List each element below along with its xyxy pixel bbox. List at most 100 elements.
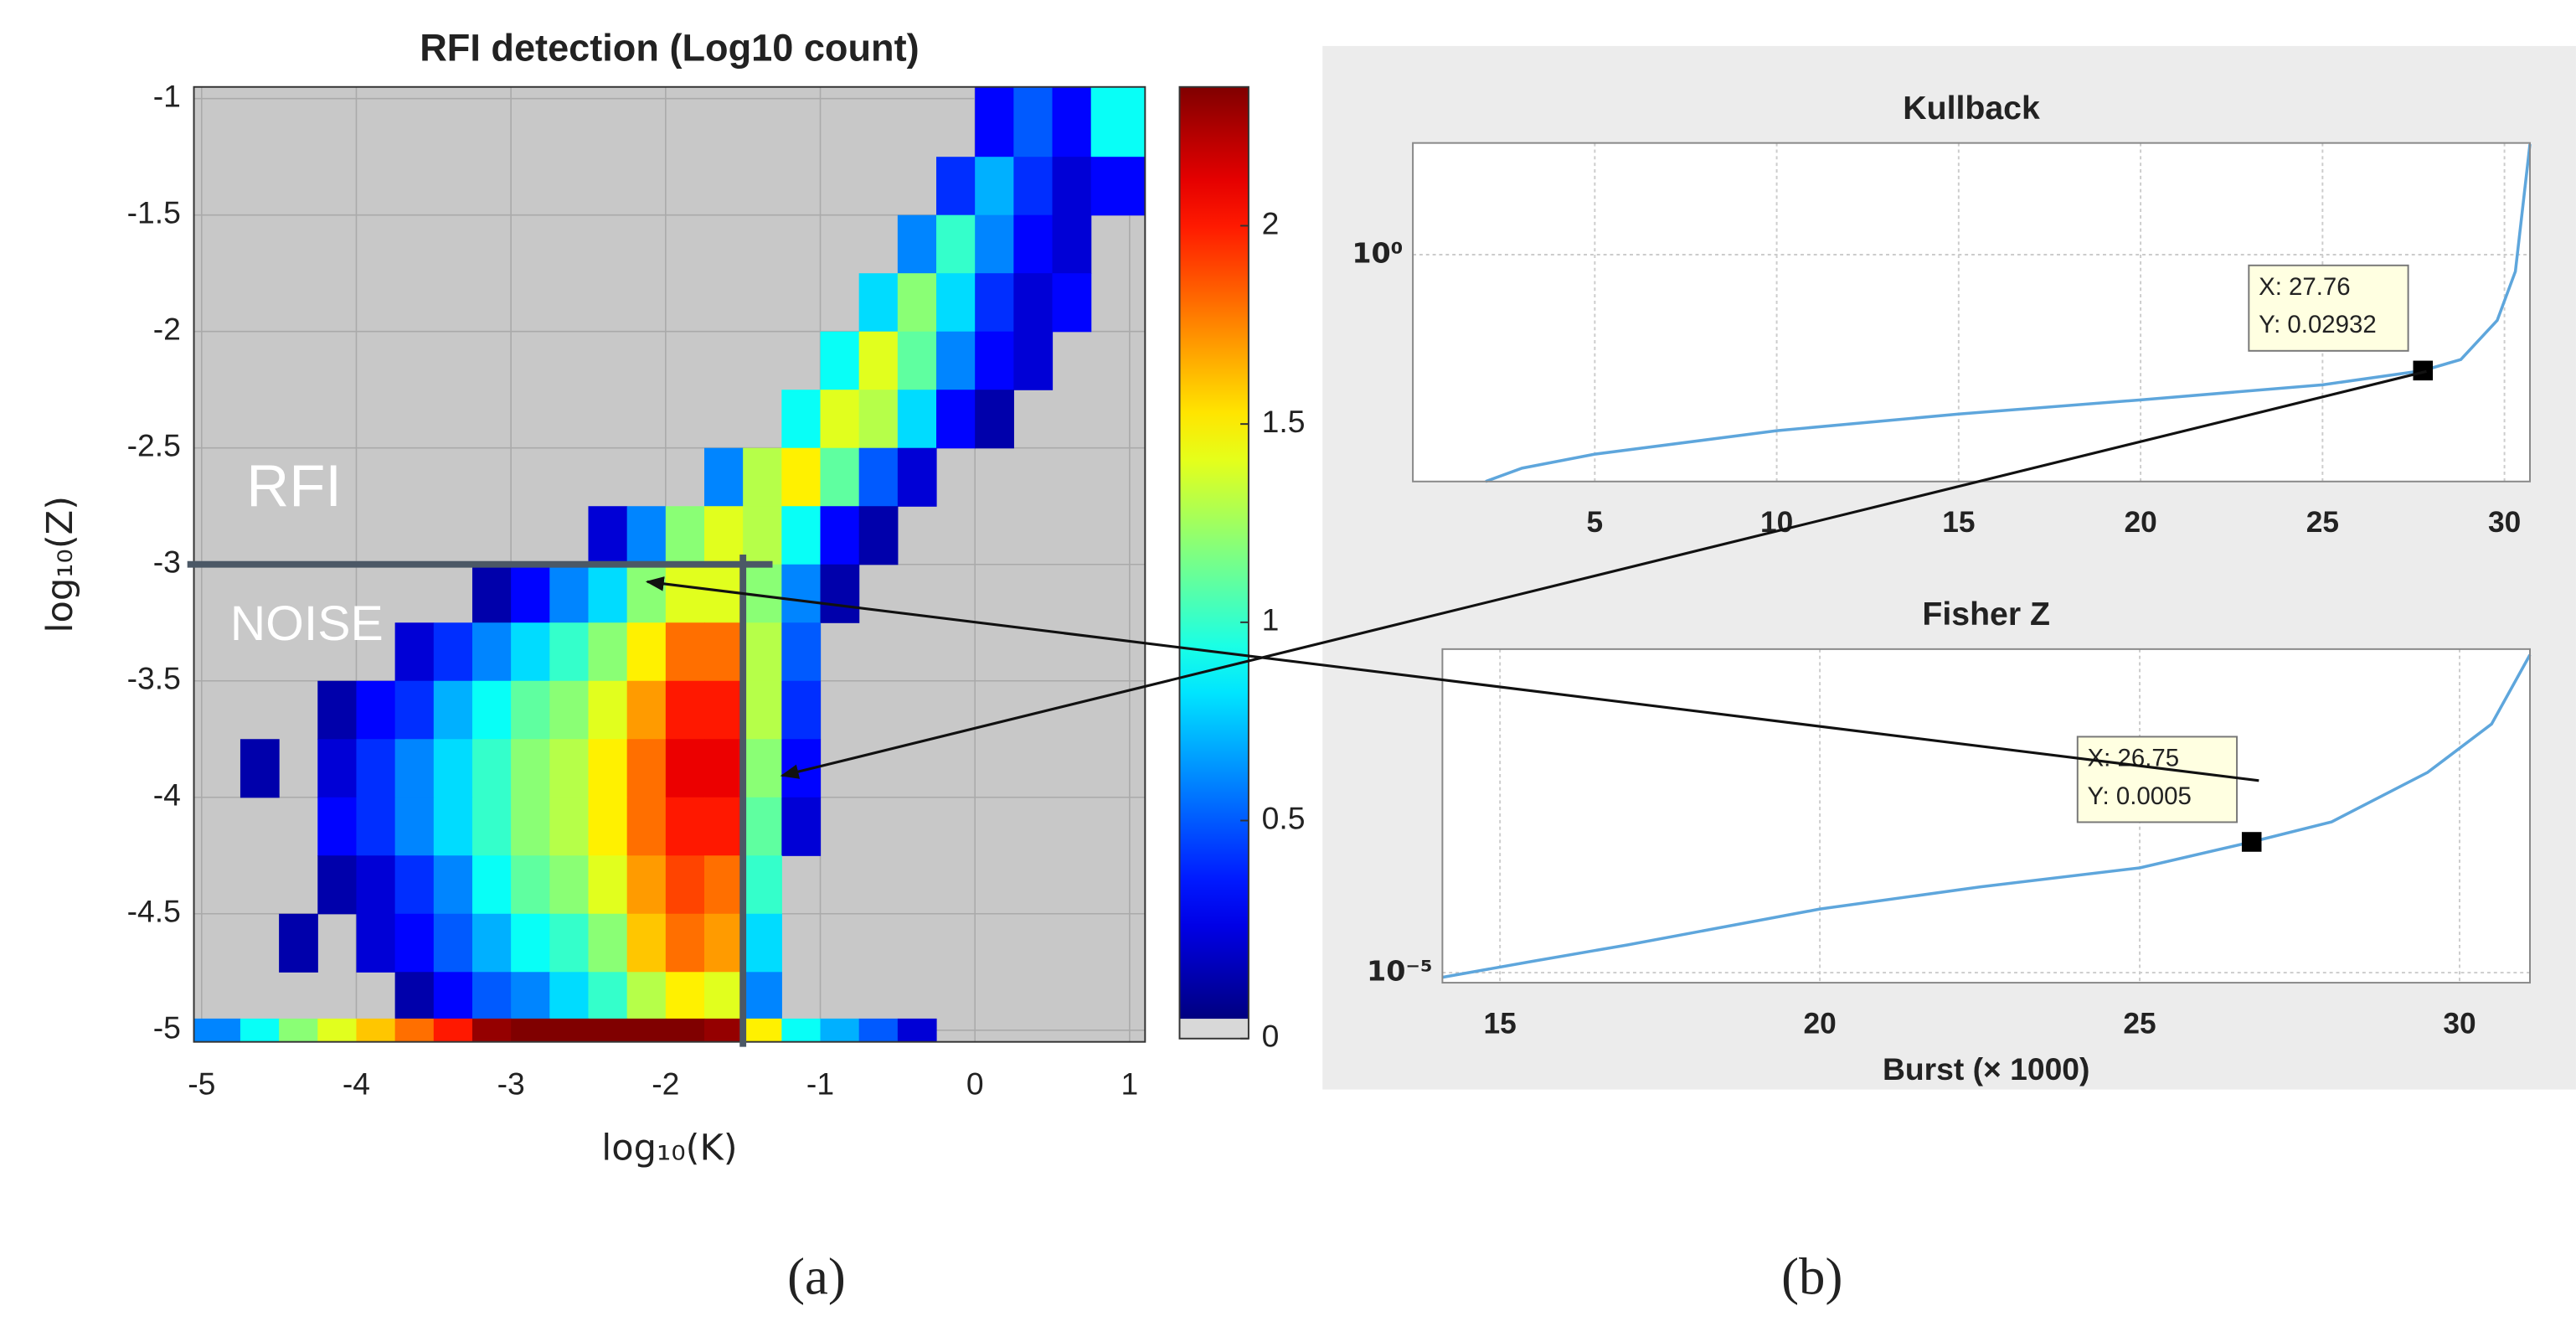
heatmap-cell xyxy=(511,564,550,623)
y-tick-label: -4.5 xyxy=(127,894,181,929)
heatmap-cell xyxy=(703,1018,744,1043)
heatmap-cell xyxy=(897,331,937,390)
heatmap-cell xyxy=(471,797,512,856)
heatmap-cell xyxy=(511,680,550,740)
colorbar xyxy=(1179,86,1249,1020)
heatmap-cell xyxy=(317,1018,358,1043)
heatmap-cell xyxy=(1013,157,1054,216)
heatmap-cell xyxy=(471,1018,512,1043)
data-tip-box xyxy=(2076,736,2239,823)
heatmap-cell xyxy=(703,797,744,856)
heatmap-cell xyxy=(626,1018,667,1043)
heatmap-cell xyxy=(665,972,705,1020)
x-tick-label: 15 xyxy=(1484,1007,1517,1040)
heatmap-cell xyxy=(549,622,590,682)
colorbar-tick-label: 1.5 xyxy=(1262,404,1306,439)
heatmap-cell xyxy=(858,1018,899,1043)
heatmap-cell xyxy=(665,913,705,973)
heatmap-cell xyxy=(356,797,396,856)
data-tip-label: Y: 0.0005 xyxy=(2088,782,2192,810)
line-series xyxy=(1442,653,2532,979)
heatmap-cell xyxy=(471,855,512,915)
colorbar-null xyxy=(1179,1019,1249,1039)
heatmap-cell xyxy=(781,390,822,449)
heatmap-cell xyxy=(936,331,976,390)
heatmap-cell xyxy=(588,913,628,973)
heatmap-cell xyxy=(665,797,705,856)
heatmap-cell xyxy=(549,972,590,1020)
heatmap-cell xyxy=(743,506,782,565)
heatmap-cell xyxy=(588,506,628,565)
data-tip-marker xyxy=(2413,360,2434,381)
heatmap-cell xyxy=(743,855,782,915)
heatmap-cell xyxy=(781,564,822,623)
heatmap-cell xyxy=(1013,86,1054,157)
heatmap-cell xyxy=(394,680,435,740)
heatmap-cell xyxy=(394,972,435,1020)
heatmap-cell xyxy=(356,855,396,915)
data-tip-label: X: 27.76 xyxy=(2259,273,2351,301)
x-tick-label: -1 xyxy=(806,1066,834,1101)
heatmap-cell xyxy=(394,855,435,915)
heatmap-cell xyxy=(975,157,1014,216)
heatmap-cell xyxy=(588,972,628,1020)
heatmap-cell xyxy=(743,680,782,740)
heatmap-cell xyxy=(394,1018,435,1043)
heatmap-cell xyxy=(433,1018,473,1043)
heatmap-cell xyxy=(858,506,899,565)
x-tick-label: 15 xyxy=(1942,506,1975,539)
line-series xyxy=(1485,143,2532,483)
x-tick-label: -2 xyxy=(652,1066,679,1101)
heatmap-cell xyxy=(317,680,358,740)
heatmap-cell xyxy=(471,739,512,798)
x-tick-label: -4 xyxy=(343,1066,370,1101)
y-tick-label: -5 xyxy=(153,1010,181,1045)
heatmap-cell xyxy=(626,855,667,915)
heatmap-cell xyxy=(317,797,358,856)
heatmap-cell xyxy=(936,273,976,333)
heatmap-cell xyxy=(665,855,705,915)
heatmap-cell xyxy=(858,273,899,333)
heatmap-cell xyxy=(743,447,782,507)
y-tick-label: 10⁰ xyxy=(1352,236,1403,269)
heatmap-cell xyxy=(1052,214,1092,274)
heatmap-cell xyxy=(433,622,473,682)
heatmap-cell xyxy=(626,972,667,1020)
y-tick-label: -1.5 xyxy=(127,195,181,230)
heatmap-cell xyxy=(897,214,937,274)
heatmap-cell xyxy=(511,622,550,682)
heatmap-cell xyxy=(433,913,473,973)
heatmap-cell xyxy=(626,739,667,798)
heatmap-cell xyxy=(626,506,667,565)
x-tick-label: 20 xyxy=(1803,1007,1836,1040)
heatmap-cell xyxy=(743,972,782,1020)
heatmap-cell xyxy=(356,680,396,740)
heatmap-cell xyxy=(588,564,628,623)
heatmap-cell xyxy=(511,1018,550,1043)
heatmap-cell xyxy=(897,1018,937,1043)
heatmap-cell xyxy=(511,739,550,798)
plot-background xyxy=(1442,648,2531,983)
heatmap-cell xyxy=(936,214,976,274)
heatmap-cell xyxy=(858,390,899,449)
heatmap-cell xyxy=(743,739,782,798)
x-tick-label: 5 xyxy=(1587,506,1604,539)
heatmap-cell xyxy=(588,1018,628,1043)
data-tip-label: Y: 0.02932 xyxy=(2259,311,2377,338)
arrows xyxy=(645,369,2427,782)
data-tip-box xyxy=(2248,264,2409,352)
heatmap-cell xyxy=(240,1018,280,1043)
x-axis-label: Burst (× 1000) xyxy=(1883,1051,2090,1087)
heatmap-cell xyxy=(975,331,1014,390)
heatmap-cell xyxy=(858,447,899,507)
heatmap-cell xyxy=(1052,86,1092,157)
x-tick-label: 25 xyxy=(2123,1007,2156,1040)
heatmap-cell xyxy=(394,913,435,973)
heatmap-cell xyxy=(433,972,473,1020)
heatmap-cell xyxy=(703,972,744,1020)
colorbar-tick-label: 2 xyxy=(1262,205,1280,240)
heatmap-cell xyxy=(471,622,512,682)
heatmap-cell xyxy=(356,913,396,973)
heatmap-cell xyxy=(511,913,550,973)
